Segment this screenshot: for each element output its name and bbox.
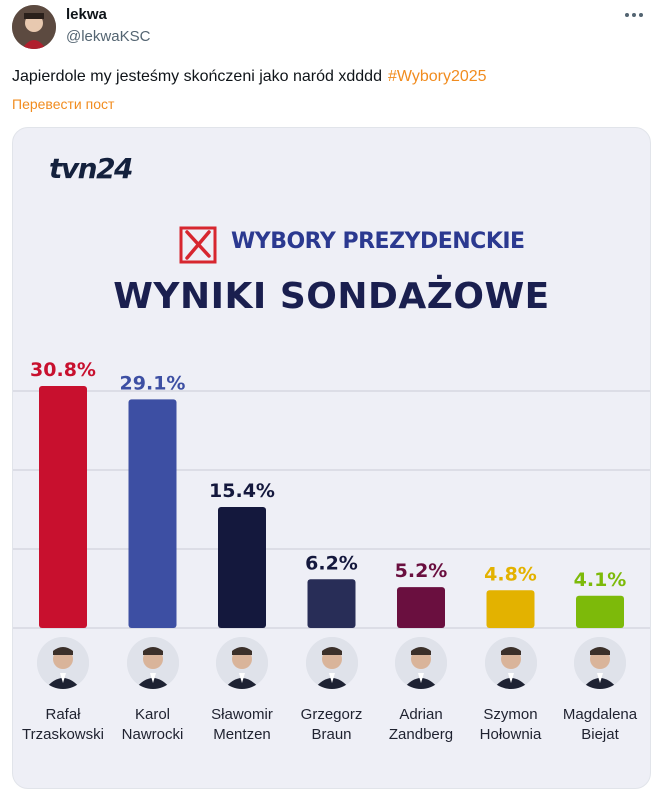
candidate-4: Grzegorz Braun	[285, 637, 379, 745]
candidate-3: Sławomir Mentzen	[195, 637, 289, 745]
bar-value-label: 4.1%	[574, 569, 627, 591]
candidate-6: Szymon Hołownia	[464, 637, 558, 745]
candidate-first-name: Magdalena	[562, 706, 638, 723]
candidate-last-name: Hołownia	[479, 726, 542, 743]
candidate-photo	[395, 637, 447, 689]
candidate-name: Grzegorz Braun	[285, 705, 379, 745]
hashtag-link[interactable]: #Wybory2025	[387, 68, 487, 85]
more-dots-icon[interactable]	[623, 4, 645, 31]
candidate-name: Sławomir Mentzen	[195, 705, 289, 745]
candidate-last-name: Mentzen	[213, 726, 271, 743]
candidate-first-name: Grzegorz	[300, 706, 363, 723]
bar-1	[39, 386, 87, 628]
bar-value-label: 6.2%	[305, 552, 358, 574]
candidate-first-name: Adrian	[399, 706, 443, 723]
bar-value-label: 5.2%	[395, 560, 448, 582]
candidate-photo	[216, 637, 268, 689]
candidate-1: Rafał Trzaskowski	[16, 637, 110, 745]
bar-chart: 30.8% 29.1% 15.4% 6.2% 5.2% 4.8% 4.1%	[13, 359, 650, 629]
chart-subtitle: WYBORY PREZYDENCKIE	[231, 229, 525, 254]
candidate-first-name: Szymon	[483, 706, 538, 723]
avatar[interactable]	[12, 5, 56, 49]
candidate-photo	[574, 637, 626, 689]
candidate-5: Adrian Zandberg	[374, 637, 468, 745]
candidate-last-name: Trzaskowski	[22, 726, 104, 743]
author-name[interactable]: lekwa	[66, 6, 107, 23]
candidate-photo	[305, 637, 358, 689]
checked-ballot-box-icon	[179, 226, 217, 264]
candidate-first-name: Rafał	[45, 706, 81, 723]
bar-6	[486, 590, 535, 628]
bar-value-label: 15.4%	[209, 480, 275, 502]
candidate-photo	[484, 637, 537, 689]
tvn24-logo: tvn24	[49, 152, 134, 185]
candidate-photo	[37, 637, 89, 689]
candidate-last-name: Zandberg	[388, 726, 454, 743]
candidate-2: Karol Nawrocki	[106, 637, 200, 745]
tweet-text: Japierdole my jesteśmy skończeni jako na…	[12, 68, 487, 86]
candidate-last-name: Braun	[311, 726, 352, 743]
bar-7	[576, 595, 624, 628]
bar-2	[128, 399, 177, 628]
bar-5	[397, 587, 445, 628]
candidate-7: Magdalena Biejat	[553, 637, 647, 745]
candidate-name: Karol Nawrocki	[106, 705, 200, 745]
candidate-last-name: Biejat	[581, 726, 619, 743]
candidate-name: Adrian Zandberg	[374, 705, 468, 745]
tweet-body: Japierdole my jesteśmy skończeni jako na…	[12, 68, 382, 85]
author-handle[interactable]: @lekwaKSC	[66, 28, 151, 45]
bar-4	[307, 579, 356, 628]
bar-value-label: 4.8%	[484, 563, 537, 585]
translate-post-link[interactable]: Перевести пост	[12, 96, 115, 112]
media-card[interactable]: tvn24 WYBORY PREZYDENCKIE WYNIKI SONDAŻO…	[12, 127, 651, 789]
candidate-first-name: Sławomir	[211, 706, 273, 723]
bar-value-label: 30.8%	[30, 359, 96, 381]
bar-value-label: 29.1%	[120, 372, 186, 394]
candidate-last-name: Nawrocki	[121, 726, 184, 743]
chart-title: WYNIKI SONDAŻOWE	[113, 276, 550, 317]
candidate-name: Szymon Hołownia	[464, 705, 558, 745]
candidate-name: Magdalena Biejat	[553, 705, 647, 745]
bar-3	[218, 507, 266, 628]
candidate-photo	[126, 637, 179, 689]
candidate-name: Rafał Trzaskowski	[16, 705, 110, 745]
candidate-first-name: Karol	[134, 706, 171, 723]
